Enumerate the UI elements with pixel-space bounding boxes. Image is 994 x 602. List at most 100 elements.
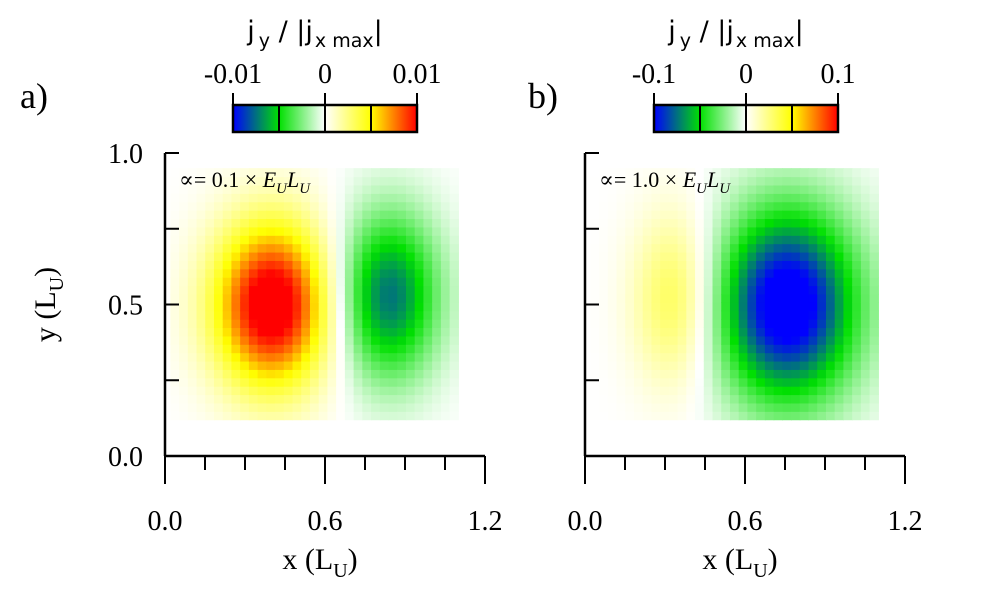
heatmap-cell — [266, 310, 276, 320]
heatmap-cell — [388, 377, 398, 387]
heatmap-cell — [292, 251, 302, 261]
heatmap-cell — [423, 193, 433, 203]
heatmap-cell — [738, 293, 749, 303]
heatmap-cell — [808, 402, 818, 412]
heatmap-cell — [633, 193, 644, 203]
heatmap-cell — [599, 193, 609, 203]
heatmap-cell — [292, 243, 302, 253]
heatmap-cell — [703, 310, 714, 320]
heatmap-cell — [449, 293, 459, 303]
heatmap-cell — [187, 293, 198, 303]
heatmap-cell — [449, 277, 459, 287]
heatmap-cell — [336, 293, 346, 303]
heatmap-cell — [231, 268, 241, 278]
heatmap-cell — [414, 218, 425, 228]
heatmap-cell — [747, 369, 757, 379]
heatmap-cell — [292, 394, 302, 404]
heatmap-cell — [756, 184, 766, 194]
heatmap-cell — [388, 386, 398, 396]
heatmap-cell — [179, 411, 189, 421]
heatmap-cell — [852, 243, 862, 253]
heatmap-cell — [440, 251, 451, 261]
heatmap-cell — [756, 251, 766, 261]
heatmap-cell — [599, 310, 609, 320]
heatmap-cell — [283, 352, 294, 362]
heatmap-cell — [170, 285, 180, 295]
heatmap-cell — [292, 402, 302, 412]
heatmap-cell — [205, 277, 215, 287]
heatmap-cell — [248, 411, 259, 421]
heatmap-cell — [860, 344, 871, 354]
heatmap-cell — [703, 386, 714, 396]
heatmap-cell — [414, 335, 425, 345]
heatmap-cell — [668, 377, 679, 387]
heatmap-cell — [275, 360, 285, 370]
colorbar-label-slash: / |j — [270, 16, 313, 47]
heatmap-cell — [791, 369, 801, 379]
heatmap-cell — [414, 176, 425, 186]
heatmap-cell — [712, 360, 722, 370]
heatmap-cell — [449, 402, 459, 412]
heatmap-cell — [248, 360, 259, 370]
heatmap-cell — [869, 201, 879, 211]
heatmap-cell — [362, 394, 372, 404]
heatmap-cell — [292, 310, 302, 320]
heatmap-cell — [817, 235, 827, 245]
panel-label: a) — [20, 76, 48, 116]
heatmap-cell — [379, 260, 390, 270]
heatmap-cell — [625, 402, 635, 412]
heatmap-cell — [405, 369, 416, 379]
heatmap-cell — [257, 360, 267, 370]
heatmap-cell — [607, 402, 618, 412]
heatmap-cell — [799, 235, 810, 245]
heatmap-cell — [231, 201, 241, 211]
heatmap-cell — [327, 285, 337, 295]
heatmap-cell — [791, 210, 801, 220]
heatmap-cell — [791, 184, 801, 194]
heatmap-cell — [651, 210, 661, 220]
heatmap-cell — [318, 251, 329, 261]
heatmap-cell — [738, 268, 749, 278]
heatmap-cell — [668, 277, 679, 287]
heatmap-cell — [205, 218, 215, 228]
heatmap-cell — [747, 327, 757, 337]
heatmap-cell — [791, 260, 801, 270]
heatmap-cell — [677, 335, 687, 345]
heatmap-cell — [379, 369, 390, 379]
heatmap-cell — [860, 319, 871, 329]
heatmap-cell — [782, 310, 792, 320]
heatmap-cell — [651, 360, 661, 370]
heatmap-cell — [222, 210, 233, 220]
x-tick-label: 0.6 — [308, 506, 343, 537]
heatmap-cell — [388, 285, 398, 295]
heatmap-cell — [257, 260, 267, 270]
heatmap-cell — [660, 335, 670, 345]
heatmap-cell — [721, 302, 731, 312]
heatmap-cell — [196, 184, 206, 194]
heatmap-cell — [362, 235, 372, 245]
heatmap-cell — [423, 285, 433, 295]
heatmap-cell — [275, 235, 285, 245]
heatmap-cell — [843, 360, 853, 370]
heatmap-cell — [607, 302, 618, 312]
heatmap-cell — [843, 369, 853, 379]
heatmap-cell — [799, 386, 810, 396]
heatmap-cell — [318, 193, 329, 203]
heatmap-cell — [590, 176, 600, 186]
colorbar-label-j: j — [246, 16, 255, 47]
heatmap-cell — [860, 235, 871, 245]
heatmap-cell — [651, 352, 661, 362]
heatmap-cell — [808, 226, 818, 236]
heatmap-cell — [179, 335, 189, 345]
heatmap-cell — [642, 260, 653, 270]
heatmap-cell — [405, 402, 416, 412]
heatmap-cell — [860, 327, 871, 337]
heatmap-cell — [843, 243, 853, 253]
heatmap-cell — [179, 394, 189, 404]
y-axis-label-sub: U — [46, 276, 68, 291]
heatmap-cell — [686, 260, 696, 270]
heatmap-cell — [275, 277, 285, 287]
heatmap-cell — [309, 268, 320, 278]
heatmap-cell — [449, 360, 459, 370]
heatmap-cell — [712, 210, 722, 220]
